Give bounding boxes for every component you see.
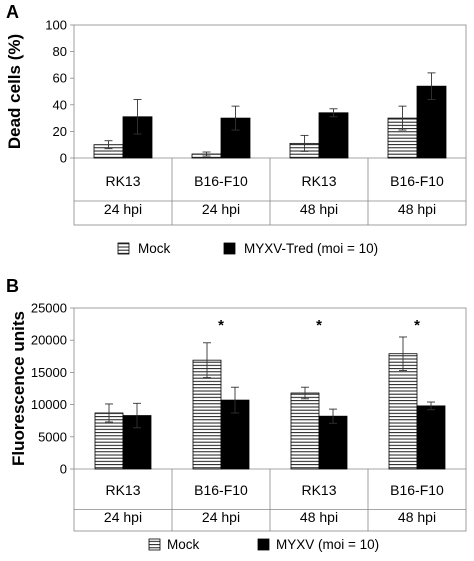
category-cell-label: B16-F10	[194, 173, 248, 189]
bar-virus	[416, 85, 447, 159]
significance-star: *	[414, 317, 420, 334]
legend-swatch	[257, 538, 270, 551]
y-axis-label: Dead cells (%)	[5, 34, 24, 149]
category-time-label: 24 hpi	[104, 201, 142, 217]
bar-mock	[290, 392, 320, 470]
significance-star: *	[218, 317, 224, 334]
category-cell-label: B16-F10	[390, 173, 444, 189]
panel-letter: B	[6, 276, 19, 296]
category-time-label: 48 hpi	[398, 509, 436, 525]
bar-virus	[318, 112, 349, 159]
bar-mock	[388, 353, 418, 470]
legend-label: MYXV-Tred (moi = 10)	[244, 241, 378, 256]
y-tick-label: 0	[60, 151, 67, 166]
legend-swatch	[148, 538, 161, 551]
chart-panel-b: B Fluorescence units 0 5000 10000 15000 20000 2…	[6, 276, 467, 552]
y-tick-label: 60	[53, 71, 67, 86]
chart-panel-a: A Dead cells (%) 0 20 40 60 80 100 RK13 24 hpi B16…	[5, 2, 467, 256]
bar-virus	[318, 415, 348, 470]
category-time-label: 48 hpi	[300, 201, 338, 217]
category-time-label: 48 hpi	[300, 509, 338, 525]
category-cell-label: B16-F10	[390, 482, 444, 498]
category-cell-label: RK13	[301, 482, 336, 498]
category-cell-label: RK13	[105, 173, 140, 189]
legend-label: Mock	[138, 241, 171, 256]
y-tick-label: 5000	[38, 429, 67, 444]
y-tick-label: 10000	[31, 397, 67, 412]
y-tick-label: 20000	[31, 333, 67, 348]
bar-mock	[192, 359, 222, 470]
significance-star: *	[316, 317, 322, 334]
y-tick-label: 0	[60, 462, 67, 477]
category-time-label: 24 hpi	[202, 509, 240, 525]
category-time-label: 48 hpi	[398, 201, 436, 217]
y-axis-label: Fluorescence units	[9, 311, 28, 466]
category-cell-label: RK13	[105, 482, 140, 498]
legend-swatch	[223, 242, 236, 255]
y-tick-label: 20	[53, 124, 67, 139]
legend-label: Mock	[167, 537, 200, 552]
panel-letter: A	[6, 2, 19, 22]
legend-swatch	[117, 242, 130, 255]
category-time-label: 24 hpi	[104, 509, 142, 525]
y-tick-label: 100	[45, 18, 67, 33]
y-tick-label: 80	[53, 44, 67, 59]
legend-label: MYXV (moi = 10)	[276, 537, 379, 552]
y-tick-label: 25000	[31, 301, 67, 316]
category-cell-label: RK13	[301, 173, 336, 189]
y-tick-label: 15000	[31, 365, 67, 380]
category-cell-label: B16-F10	[194, 482, 248, 498]
bar-virus	[416, 405, 446, 470]
y-tick-label: 40	[53, 97, 67, 112]
category-time-label: 24 hpi	[202, 201, 240, 217]
